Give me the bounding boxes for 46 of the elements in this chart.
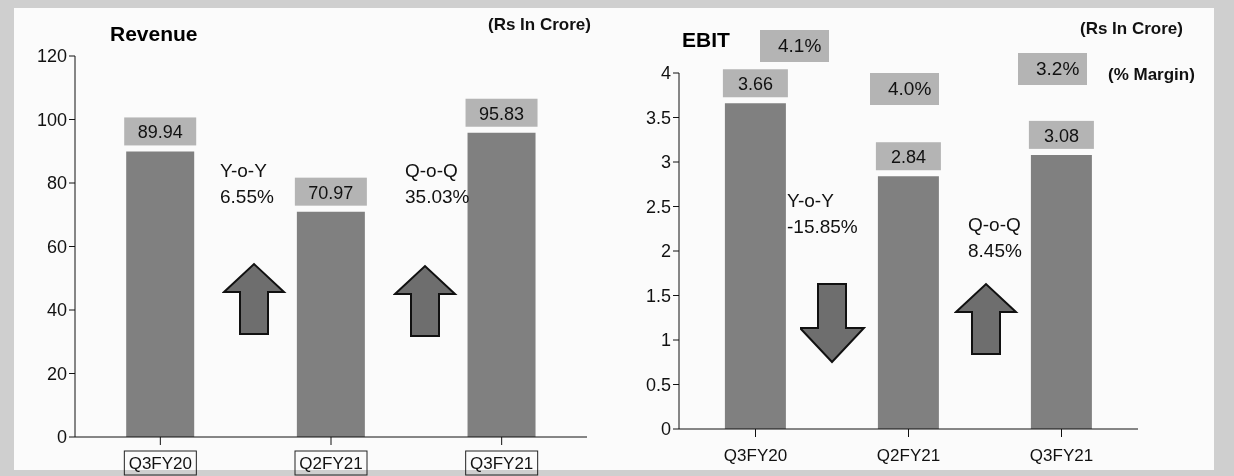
data-label: 89.94 xyxy=(137,122,183,143)
bar xyxy=(1030,154,1092,429)
annotation: 4.0% xyxy=(870,73,940,105)
data-label: 3.08 xyxy=(1043,125,1079,146)
x-tick-label: Q3FY20 xyxy=(723,446,788,465)
text: 4.1% xyxy=(760,30,830,62)
y-tick-label: 100 xyxy=(36,109,67,130)
data-label: 70.97 xyxy=(308,182,354,203)
y-tick-label: 120 xyxy=(36,46,67,67)
bar xyxy=(877,176,939,429)
chart-title: Revenue xyxy=(110,22,198,46)
x-tick-label: Q3FY20 xyxy=(128,454,192,473)
y-tick-label: 4 xyxy=(660,63,671,84)
y-tick-label: 1.5 xyxy=(645,285,671,306)
data-label: 95.83 xyxy=(479,103,525,124)
annotation: Y-o-Y -15.85% xyxy=(787,189,858,239)
x-tick-label: Q2FY21 xyxy=(299,454,363,473)
text: (Rs In Crore) xyxy=(488,14,591,36)
text: (Rs In Crore) xyxy=(1080,18,1183,40)
annotation: Y-o-Y 6.55% xyxy=(220,159,274,209)
bar xyxy=(724,103,786,429)
y-tick-label: 80 xyxy=(46,173,67,194)
y-tick-label: 3.5 xyxy=(645,107,671,128)
annotation: Q-o-Q 8.45% xyxy=(968,213,1022,263)
y-tick-label: 1 xyxy=(660,330,671,351)
y-tick-label: 0 xyxy=(660,419,671,440)
y-tick-label: 0.5 xyxy=(645,374,671,395)
data-label: 3.66 xyxy=(737,74,773,95)
y-tick-label: 20 xyxy=(46,363,67,384)
bar xyxy=(296,211,365,437)
chart-title: EBIT xyxy=(682,28,730,52)
bar xyxy=(126,151,195,437)
y-tick-label: 3 xyxy=(660,152,671,173)
y-tick-label: 2 xyxy=(660,241,671,262)
x-tick-label: Q2FY21 xyxy=(876,446,941,465)
bar xyxy=(467,132,536,437)
y-tick-label: 60 xyxy=(46,236,67,257)
y-tick-label: 0 xyxy=(56,427,67,448)
annotation: Q-o-Q 35.03% xyxy=(405,159,470,209)
annotation: 3.2% xyxy=(1018,53,1088,85)
data-label: 2.84 xyxy=(890,147,926,168)
x-tick-label: Q3FY21 xyxy=(470,454,534,473)
y-tick-label: 2.5 xyxy=(645,196,671,217)
y-tick-label: 40 xyxy=(46,300,67,321)
annotation: (% Margin) xyxy=(1108,64,1195,86)
x-tick-label: Q3FY21 xyxy=(1029,446,1094,465)
